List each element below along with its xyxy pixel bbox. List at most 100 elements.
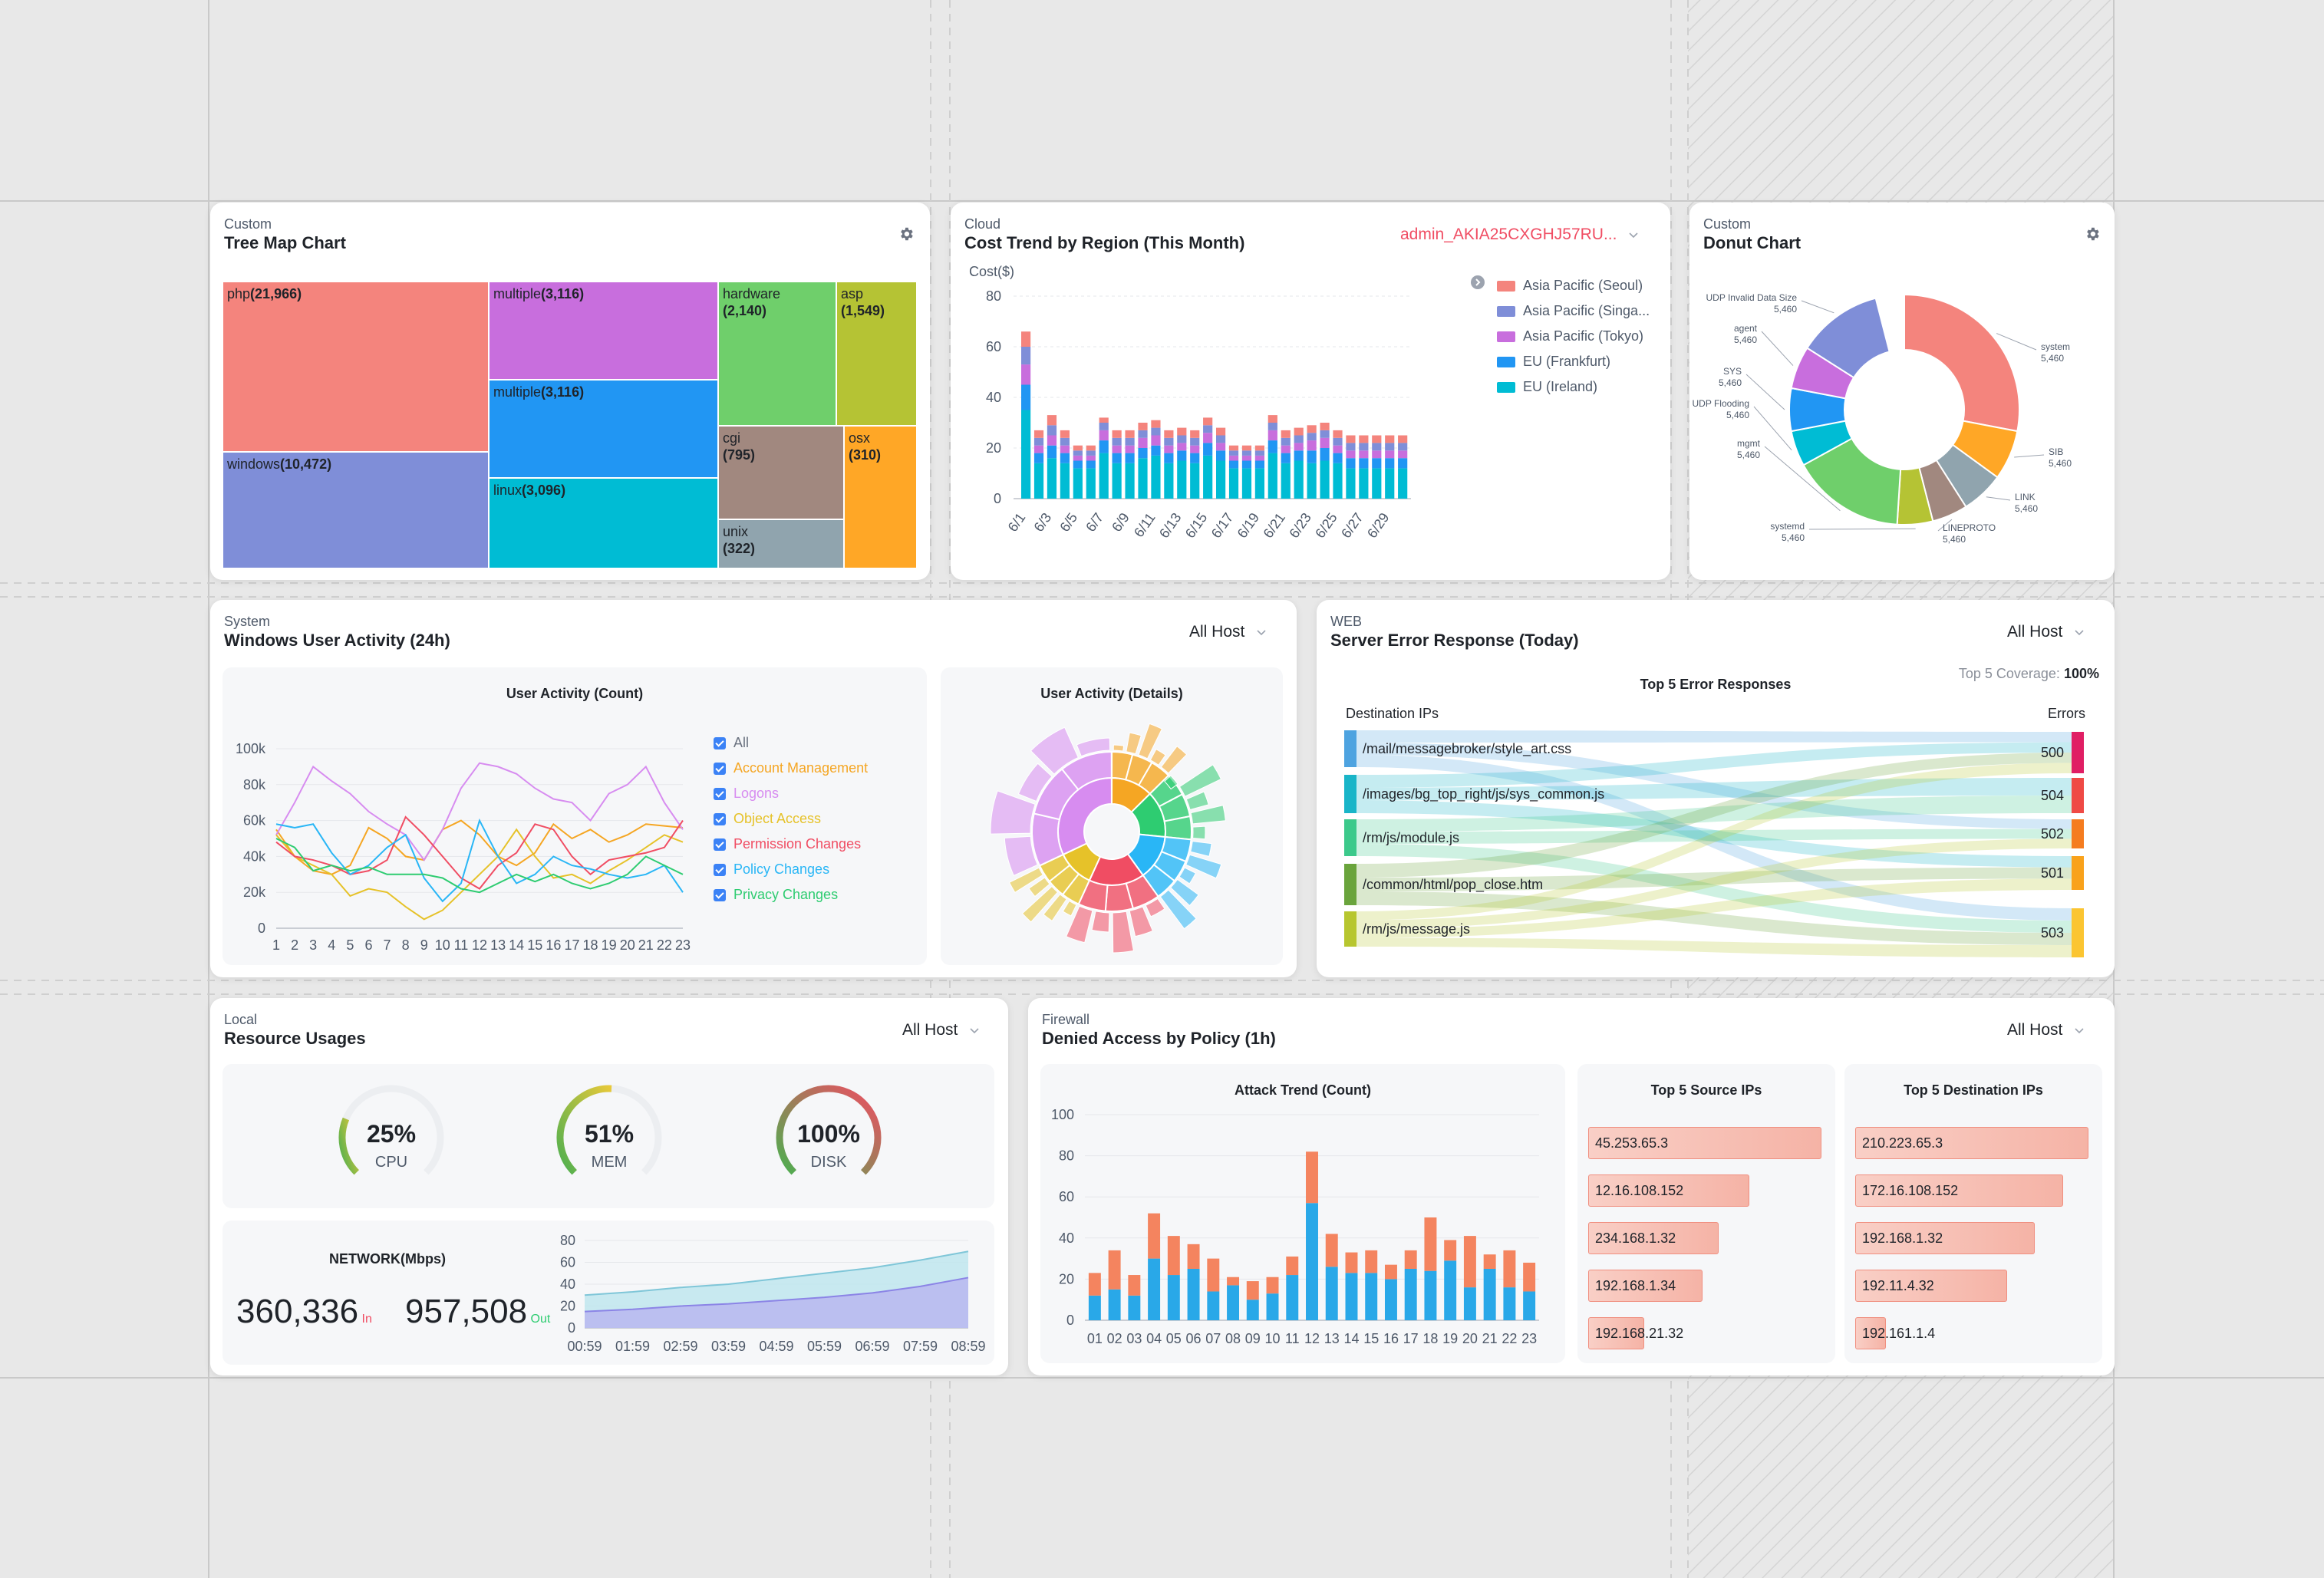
series-line[interactable] xyxy=(275,815,684,890)
cost-bar-segment[interactable] xyxy=(1190,463,1200,499)
cost-bar-segment[interactable] xyxy=(1307,425,1317,433)
cost-bar-segment[interactable] xyxy=(1021,364,1031,385)
attack-bar-orange[interactable] xyxy=(1365,1250,1378,1273)
attack-bar-blue[interactable] xyxy=(1088,1295,1101,1320)
cost-bar-segment[interactable] xyxy=(1359,443,1369,451)
attack-bar-orange[interactable] xyxy=(1306,1151,1318,1204)
sunburst-middle[interactable] xyxy=(1163,815,1192,841)
cost-bar-segment[interactable] xyxy=(1267,415,1277,423)
cost-bar-segment[interactable] xyxy=(1294,427,1304,436)
cost-bar-segment[interactable] xyxy=(1372,468,1382,499)
sunburst-outer[interactable] xyxy=(1185,791,1209,811)
sankey-link[interactable] xyxy=(1356,829,2072,844)
cost-bar-segment[interactable] xyxy=(1346,450,1356,459)
target-node[interactable] xyxy=(2072,732,2084,773)
cost-bar-segment[interactable] xyxy=(1333,445,1343,453)
checkbox-icon[interactable] xyxy=(714,812,726,825)
cost-bar-segment[interactable] xyxy=(1086,455,1096,461)
cost-bar-segment[interactable] xyxy=(1281,445,1291,453)
cost-bar-segment[interactable] xyxy=(1254,460,1264,469)
cost-bar-segment[interactable] xyxy=(1073,468,1083,499)
cost-bar-segment[interactable] xyxy=(1047,415,1057,426)
sankey-link[interactable] xyxy=(1356,878,2072,938)
cost-bar-segment[interactable] xyxy=(1060,437,1070,446)
cost-bar-segment[interactable] xyxy=(1398,443,1408,451)
treemap-tile[interactable]: windows(10,472) xyxy=(223,453,488,568)
attack-bar-blue[interactable] xyxy=(1444,1260,1457,1320)
attack-bar-orange[interactable] xyxy=(1503,1250,1516,1288)
sunburst-outer[interactable] xyxy=(1138,723,1163,759)
cost-bar-segment[interactable] xyxy=(1254,450,1264,456)
cost-bar-segment[interactable] xyxy=(1151,445,1161,456)
cost-bar-segment[interactable] xyxy=(1164,445,1174,453)
cost-bar-segment[interactable] xyxy=(1021,384,1031,410)
cost-bar-segment[interactable] xyxy=(1294,460,1304,499)
attack-bar-blue[interactable] xyxy=(1108,1289,1121,1320)
sunburst-outer[interactable] xyxy=(1017,763,1053,802)
cost-bar-segment[interactable] xyxy=(1320,423,1330,430)
cost-bar-segment[interactable] xyxy=(1033,445,1044,453)
attack-bar-orange[interactable] xyxy=(1148,1213,1161,1259)
treemap-tile[interactable]: unix (322) xyxy=(719,520,843,568)
cost-bar-segment[interactable] xyxy=(1320,460,1330,499)
cost-bar-segment[interactable] xyxy=(1307,433,1317,441)
attack-bar-blue[interactable] xyxy=(1306,1203,1318,1320)
cost-bar-segment[interactable] xyxy=(1228,445,1239,451)
sunburst-outer[interactable] xyxy=(1178,867,1196,885)
cost-bar-segment[interactable] xyxy=(1281,437,1291,446)
cost-bar-segment[interactable] xyxy=(1320,430,1330,438)
attack-bar-blue[interactable] xyxy=(1128,1295,1141,1320)
target-node[interactable] xyxy=(2072,778,2084,813)
cost-bar-segment[interactable] xyxy=(1021,410,1031,499)
ip-bar[interactable]: 45.253.65.3 xyxy=(1588,1127,1821,1159)
sankey-link[interactable] xyxy=(1356,937,2072,958)
source-node[interactable] xyxy=(1344,864,1356,905)
cost-bar-segment[interactable] xyxy=(1190,437,1200,446)
host-select[interactable]: All Host xyxy=(1189,623,1267,641)
series-line[interactable] xyxy=(275,818,684,903)
cost-bar-segment[interactable] xyxy=(1177,427,1187,436)
cost-bar-segment[interactable] xyxy=(1086,445,1096,451)
legend-item[interactable]: Asia Pacific (Singa... xyxy=(1497,298,1650,324)
attack-bar-orange[interactable] xyxy=(1424,1217,1437,1271)
cost-bar-segment[interactable] xyxy=(1112,430,1122,438)
sunburst-outer[interactable] xyxy=(1021,885,1059,923)
cost-bar-segment[interactable] xyxy=(1033,430,1044,438)
cost-bar-segment[interactable] xyxy=(1267,423,1277,430)
cost-bar-segment[interactable] xyxy=(1216,443,1226,451)
cost-bar-segment[interactable] xyxy=(1099,430,1109,441)
legend-item[interactable]: EU (Ireland) xyxy=(1497,374,1650,400)
sunburst-outer[interactable] xyxy=(1028,877,1050,898)
attack-bar-blue[interactable] xyxy=(1207,1291,1220,1320)
cost-bar-segment[interactable] xyxy=(1294,443,1304,451)
cost-bar-segment[interactable] xyxy=(1086,460,1096,469)
attack-bar-blue[interactable] xyxy=(1187,1269,1200,1320)
ip-bar[interactable]: 192.168.21.32 xyxy=(1588,1317,1683,1349)
sunburst-outer[interactable] xyxy=(1091,911,1110,933)
cost-bar-segment[interactable] xyxy=(1254,468,1264,499)
attack-bar-orange[interactable] xyxy=(1088,1273,1101,1296)
sankey-link[interactable] xyxy=(1356,763,2072,921)
target-node[interactable] xyxy=(2072,856,2084,890)
account-select[interactable]: admin_AKIA25CXGHJ57RU... xyxy=(1400,226,1640,244)
cost-bar-segment[interactable] xyxy=(1307,440,1317,451)
legend-item[interactable]: Asia Pacific (Tokyo) xyxy=(1497,324,1650,349)
treemap-tile[interactable]: multiple(3,116) xyxy=(490,380,717,477)
cost-bar-segment[interactable] xyxy=(1125,453,1135,463)
sunburst-outer[interactable] xyxy=(1004,835,1038,876)
cost-bar-segment[interactable] xyxy=(1267,453,1277,499)
legend-item[interactable]: Logons xyxy=(714,781,868,806)
legend-item[interactable]: All xyxy=(714,730,868,756)
cost-bar-segment[interactable] xyxy=(1398,435,1408,443)
cost-bar-segment[interactable] xyxy=(1398,468,1408,499)
cost-bar-segment[interactable] xyxy=(1333,453,1343,463)
cost-bar-segment[interactable] xyxy=(1203,433,1213,443)
sunburst-outer[interactable] xyxy=(1170,878,1199,907)
ip-bar[interactable]: 172.16.108.152 xyxy=(1855,1174,2063,1207)
attack-bar-orange[interactable] xyxy=(1523,1262,1536,1292)
cost-bar-segment[interactable] xyxy=(1203,443,1213,456)
attack-bar-blue[interactable] xyxy=(1404,1269,1417,1320)
sankey-link[interactable] xyxy=(1356,730,2072,743)
cost-bar-segment[interactable] xyxy=(1125,430,1135,438)
attack-bar-blue[interactable] xyxy=(1286,1275,1299,1320)
